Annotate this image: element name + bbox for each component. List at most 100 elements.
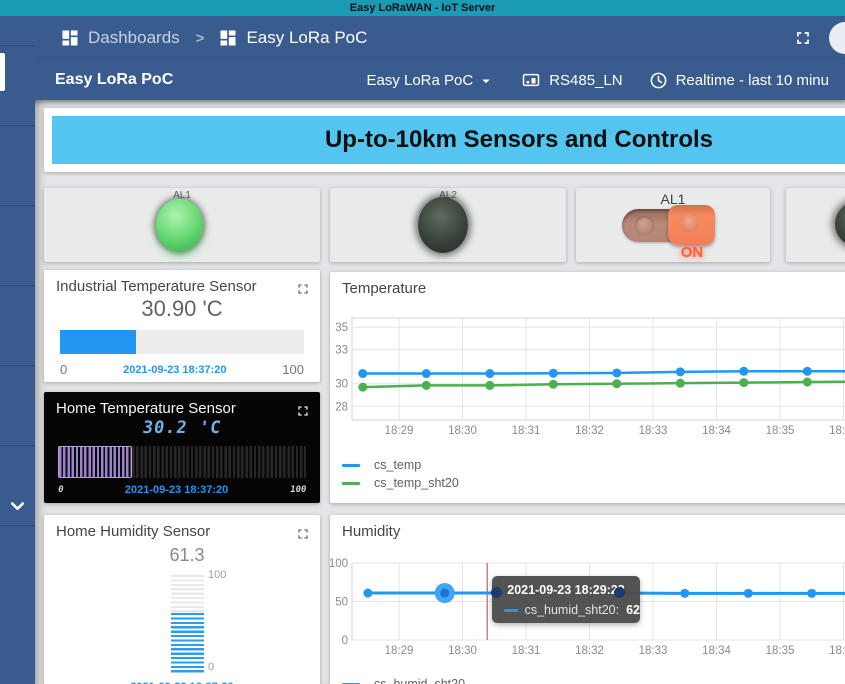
caret-down-icon xyxy=(482,79,490,84)
sidebar-item-divider xyxy=(0,205,35,206)
widget-title: Industrial Temperature Sensor xyxy=(56,278,257,295)
data-point[interactable] xyxy=(739,366,749,376)
data-point[interactable] xyxy=(358,382,368,392)
data-point[interactable] xyxy=(421,369,431,379)
entity-name[interactable]: RS485_LN xyxy=(549,71,623,89)
temperature-value: 30.90 'C xyxy=(141,296,223,321)
breadcrumb-separator: > xyxy=(195,29,205,47)
y-tick-label: 100 xyxy=(330,558,348,570)
series-line xyxy=(361,380,845,389)
temperature-chart[interactable]: 18:29 18:30 18:31 18:32 18:33 18:34 18:35 18:36… xyxy=(330,272,845,503)
legend-item[interactable]: cs_temp_sht20 xyxy=(342,474,459,492)
led-indicator-off xyxy=(418,197,468,253)
legend-item[interactable]: cs_humid_sht20 xyxy=(342,675,465,684)
data-point-under-tooltip xyxy=(491,587,502,598)
data-point[interactable] xyxy=(743,588,753,598)
chart-tooltip: 2021-09-23 18:29:22 cs_humid_sht20: 62 xyxy=(492,576,640,623)
timewindow-select[interactable]: Realtime - last 10 minu xyxy=(649,71,829,90)
data-point[interactable] xyxy=(363,588,373,598)
humidity-value: 61.3 xyxy=(169,545,205,565)
data-point[interactable] xyxy=(802,377,812,387)
x-tick-label: 18:32 xyxy=(575,645,604,657)
data-point[interactable] xyxy=(548,368,558,378)
widget-title: Home Humidity Sensor xyxy=(56,523,211,540)
data-point[interactable] xyxy=(612,379,622,389)
dashboard-toolbar: Easy LoRa PoC Easy LoRa PoC RS485_LN Rea… xyxy=(0,60,845,100)
data-point[interactable] xyxy=(548,379,558,389)
legend-swatch xyxy=(342,481,360,485)
chart-legend: cs_temp cs_temp_sht20 xyxy=(342,456,459,492)
legend-swatch xyxy=(342,463,360,467)
tooltip-time: 2021-09-23 18:29:22 xyxy=(507,583,625,597)
entity-select[interactable]: RS485_LN xyxy=(521,70,623,90)
data-point[interactable] xyxy=(485,369,495,379)
led-bar-fill xyxy=(58,446,133,478)
x-tick-label: 18:31 xyxy=(512,425,541,437)
bar-min: 0 xyxy=(60,362,68,377)
data-point[interactable] xyxy=(358,369,368,379)
y-tick-label: 28 xyxy=(335,401,348,413)
breadcrumb-dashboards[interactable]: Dashboards xyxy=(88,28,180,47)
plot-border xyxy=(351,317,845,421)
expand-icon[interactable] xyxy=(295,403,311,419)
progress-fill xyxy=(60,330,136,354)
led-widget-al2: AL2 xyxy=(330,188,566,262)
data-point[interactable] xyxy=(675,367,685,377)
y-tick-label: 50 xyxy=(335,597,348,609)
legend-item[interactable]: cs_temp xyxy=(342,456,459,474)
breadcrumb-current: Easy LoRa PoC xyxy=(246,28,368,47)
x-tick-label: 18:36 xyxy=(829,645,845,657)
expand-icon[interactable] xyxy=(295,281,311,297)
chart-title: Humidity xyxy=(342,523,401,540)
led-widget-clipped xyxy=(786,188,845,262)
dashboard-select[interactable]: Easy LoRa PoC xyxy=(366,70,495,90)
temperature-value: 30.2 'C xyxy=(141,418,223,438)
switch-widget: AL1 ON xyxy=(576,188,770,262)
data-point[interactable] xyxy=(612,368,622,378)
home-humidity-widget: Home Humidity Sensor 61.3 100 0 2021-09-… xyxy=(44,515,320,684)
data-point[interactable] xyxy=(739,378,749,388)
led-indicator-on xyxy=(156,199,203,251)
temperature-chart-widget: Temperature 18:29 18:30 18:31 18:32 18:33 18:… xyxy=(330,272,845,503)
sidebar-item-divider xyxy=(0,125,35,126)
x-tick-label: 18:34 xyxy=(702,425,731,437)
gauge-fill xyxy=(171,612,204,673)
data-point[interactable] xyxy=(680,588,690,598)
timewindow-value[interactable]: Realtime - last 10 minu xyxy=(675,71,829,89)
series-line xyxy=(361,370,845,375)
data-point[interactable] xyxy=(675,378,685,388)
switch-label: AL1 xyxy=(660,191,686,207)
x-tick-label: 18:30 xyxy=(448,425,477,437)
sidebar-item-divider xyxy=(0,365,35,366)
widget-title: Home Temperature Sensor xyxy=(56,400,236,417)
gauge-max: 100 xyxy=(208,569,227,581)
expand-icon[interactable] xyxy=(295,526,311,542)
x-tick-label: 18:29 xyxy=(385,425,414,437)
fullscreen-icon[interactable] xyxy=(793,28,813,48)
dashboards-icon xyxy=(62,30,78,46)
sidebar[interactable] xyxy=(0,16,35,684)
data-point[interactable] xyxy=(421,380,431,390)
x-tick-label: 18:35 xyxy=(766,645,795,657)
x-tick-label: 18:29 xyxy=(385,645,414,657)
switch-state: ON xyxy=(680,244,704,261)
data-point[interactable] xyxy=(807,588,817,598)
dashboard-icon xyxy=(220,30,236,46)
banner-text: Up-to-10km Sensors and Controls xyxy=(324,126,714,153)
window-titlebar: Easy LoRaWAN - IoT Server xyxy=(0,0,845,16)
user-avatar[interactable] xyxy=(829,22,845,54)
sidebar-clipped-text xyxy=(0,53,5,91)
legend-label: cs_humid_sht20 xyxy=(374,677,466,684)
dashboard-select-value[interactable]: Easy LoRa PoC xyxy=(366,71,474,89)
data-point[interactable] xyxy=(802,366,812,376)
tooltip-series-name: cs_humid_sht20: xyxy=(524,603,620,617)
x-tick-label: 18:33 xyxy=(639,425,668,437)
data-point[interactable] xyxy=(485,380,495,390)
bar-max: 100 xyxy=(289,485,307,495)
chevron-down-icon[interactable] xyxy=(7,498,28,516)
app-header: Dashboards > Easy LoRa PoC xyxy=(0,16,845,60)
switch-knob[interactable] xyxy=(668,205,715,245)
y-tick-label: 30 xyxy=(335,379,348,391)
legend-swatch xyxy=(342,682,360,684)
sidebar-item-divider xyxy=(0,285,35,286)
